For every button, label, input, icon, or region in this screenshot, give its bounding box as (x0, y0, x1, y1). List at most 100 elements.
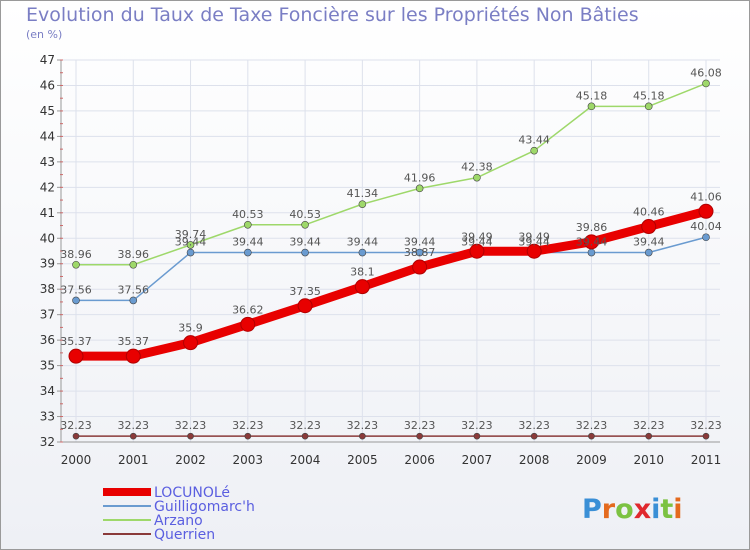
data-point (588, 432, 595, 440)
y-tick-label: 46 (40, 78, 55, 92)
data-point (644, 248, 653, 257)
data-label: 41.96 (404, 171, 436, 184)
data-label: 32.23 (690, 419, 722, 432)
data-label: 39.44 (461, 236, 493, 249)
data-point (301, 220, 309, 229)
data-point (587, 248, 596, 257)
y-tick-label: 33 (40, 410, 55, 424)
data-label: 35.9 (178, 322, 203, 335)
x-tick-label: 2005 (347, 453, 378, 467)
x-tick-label: 2009 (576, 453, 607, 467)
x-tick-label: 2011 (691, 453, 722, 467)
data-label: 32.23 (404, 419, 436, 432)
data-point (72, 296, 80, 305)
data-point (125, 348, 141, 364)
data-point (354, 279, 370, 295)
logo-letter: i (673, 494, 682, 525)
data-label: 45.18 (576, 89, 608, 102)
data-label: 32.23 (175, 419, 207, 432)
x-tick-label: 2008 (519, 453, 550, 467)
data-point (415, 248, 424, 257)
y-tick-label: 43 (40, 155, 55, 169)
data-label: 39.74 (175, 228, 207, 241)
chart-title: Evolution du Taux de Taxe Foncière sur l… (26, 4, 639, 26)
data-point (526, 243, 542, 259)
axes: 32 33 34 35 36 37 38 39 40 41 42 43 44 45 46 47 2000 2001… (40, 53, 722, 467)
data-label: 39.44 (232, 236, 264, 249)
data-label: 41.06 (690, 190, 722, 203)
data-label: 39.49 (518, 230, 550, 243)
data-label: 35.37 (118, 335, 150, 348)
legend-label: Guilligomarc'h (154, 499, 255, 515)
data-label: 41.34 (347, 187, 379, 200)
y-tick-label: 35 (40, 359, 55, 373)
data-label: 32.23 (118, 419, 150, 432)
y-tick-label: 36 (40, 333, 55, 347)
x-tick-label: 2003 (233, 453, 264, 467)
data-label: 40.53 (289, 208, 321, 221)
data-point (698, 203, 714, 219)
data-point (187, 432, 194, 440)
y-tick-label: 42 (40, 180, 55, 194)
x-tick-label: 2007 (462, 453, 493, 467)
data-point (297, 298, 313, 314)
x-tick-label: 2000 (61, 453, 92, 467)
y-tick-label: 32 (40, 435, 55, 449)
proxiti-logo: Proxiti (582, 494, 683, 525)
data-label: 39.44 (518, 236, 550, 249)
data-point (129, 432, 137, 440)
data-point (645, 432, 653, 440)
y-tick-label: 37 (40, 308, 55, 322)
data-point (644, 102, 653, 111)
chart-subtitle: (en %) (26, 28, 63, 41)
y-tick-label: 44 (40, 129, 55, 143)
data-label: 37.56 (118, 283, 150, 296)
data-point (72, 260, 80, 269)
y-tick-label: 38 (40, 282, 55, 296)
data-label: 32.23 (289, 419, 321, 432)
data-label: 43.44 (518, 134, 550, 147)
data-label: 35.37 (60, 335, 92, 348)
data-point (129, 260, 138, 269)
series-line (75, 236, 707, 302)
data-point (415, 184, 424, 193)
data-point (702, 432, 710, 440)
data-point (469, 243, 485, 259)
data-point (641, 219, 657, 235)
data-point (587, 102, 596, 111)
data-label: 42.38 (461, 161, 493, 174)
logo-letter: o (615, 494, 634, 525)
logo-letter: x (634, 494, 651, 525)
y-tick-label: 40 (40, 231, 55, 245)
series-line (75, 82, 707, 266)
data-point (530, 146, 538, 155)
x-tick-label: 2001 (118, 453, 149, 467)
data-point (473, 173, 481, 182)
logo-letter: r (602, 494, 616, 525)
data-label: 37.35 (289, 285, 321, 298)
data-label: 32.23 (518, 419, 550, 432)
data-point (359, 432, 366, 440)
data-point (530, 432, 538, 440)
y-tick-label: 47 (40, 53, 55, 67)
data-point (244, 220, 252, 229)
data-label: 32.23 (576, 419, 608, 432)
data-point (244, 248, 252, 257)
series-group (68, 79, 714, 440)
data-point (702, 79, 710, 88)
x-tick-label: 2002 (175, 453, 206, 467)
data-point (68, 348, 84, 364)
x-tick-label: 2010 (633, 453, 664, 467)
legend-label: LOCUNOLé (154, 485, 230, 501)
logo-letter: t (660, 494, 673, 525)
data-label: 32.23 (60, 419, 92, 432)
data-label: 40.46 (633, 206, 665, 219)
data-point (129, 296, 138, 305)
data-point (72, 432, 80, 440)
y-tick-label: 39 (40, 257, 55, 271)
data-point (358, 200, 367, 208)
data-point (412, 259, 428, 275)
data-label: 40.53 (232, 208, 264, 221)
